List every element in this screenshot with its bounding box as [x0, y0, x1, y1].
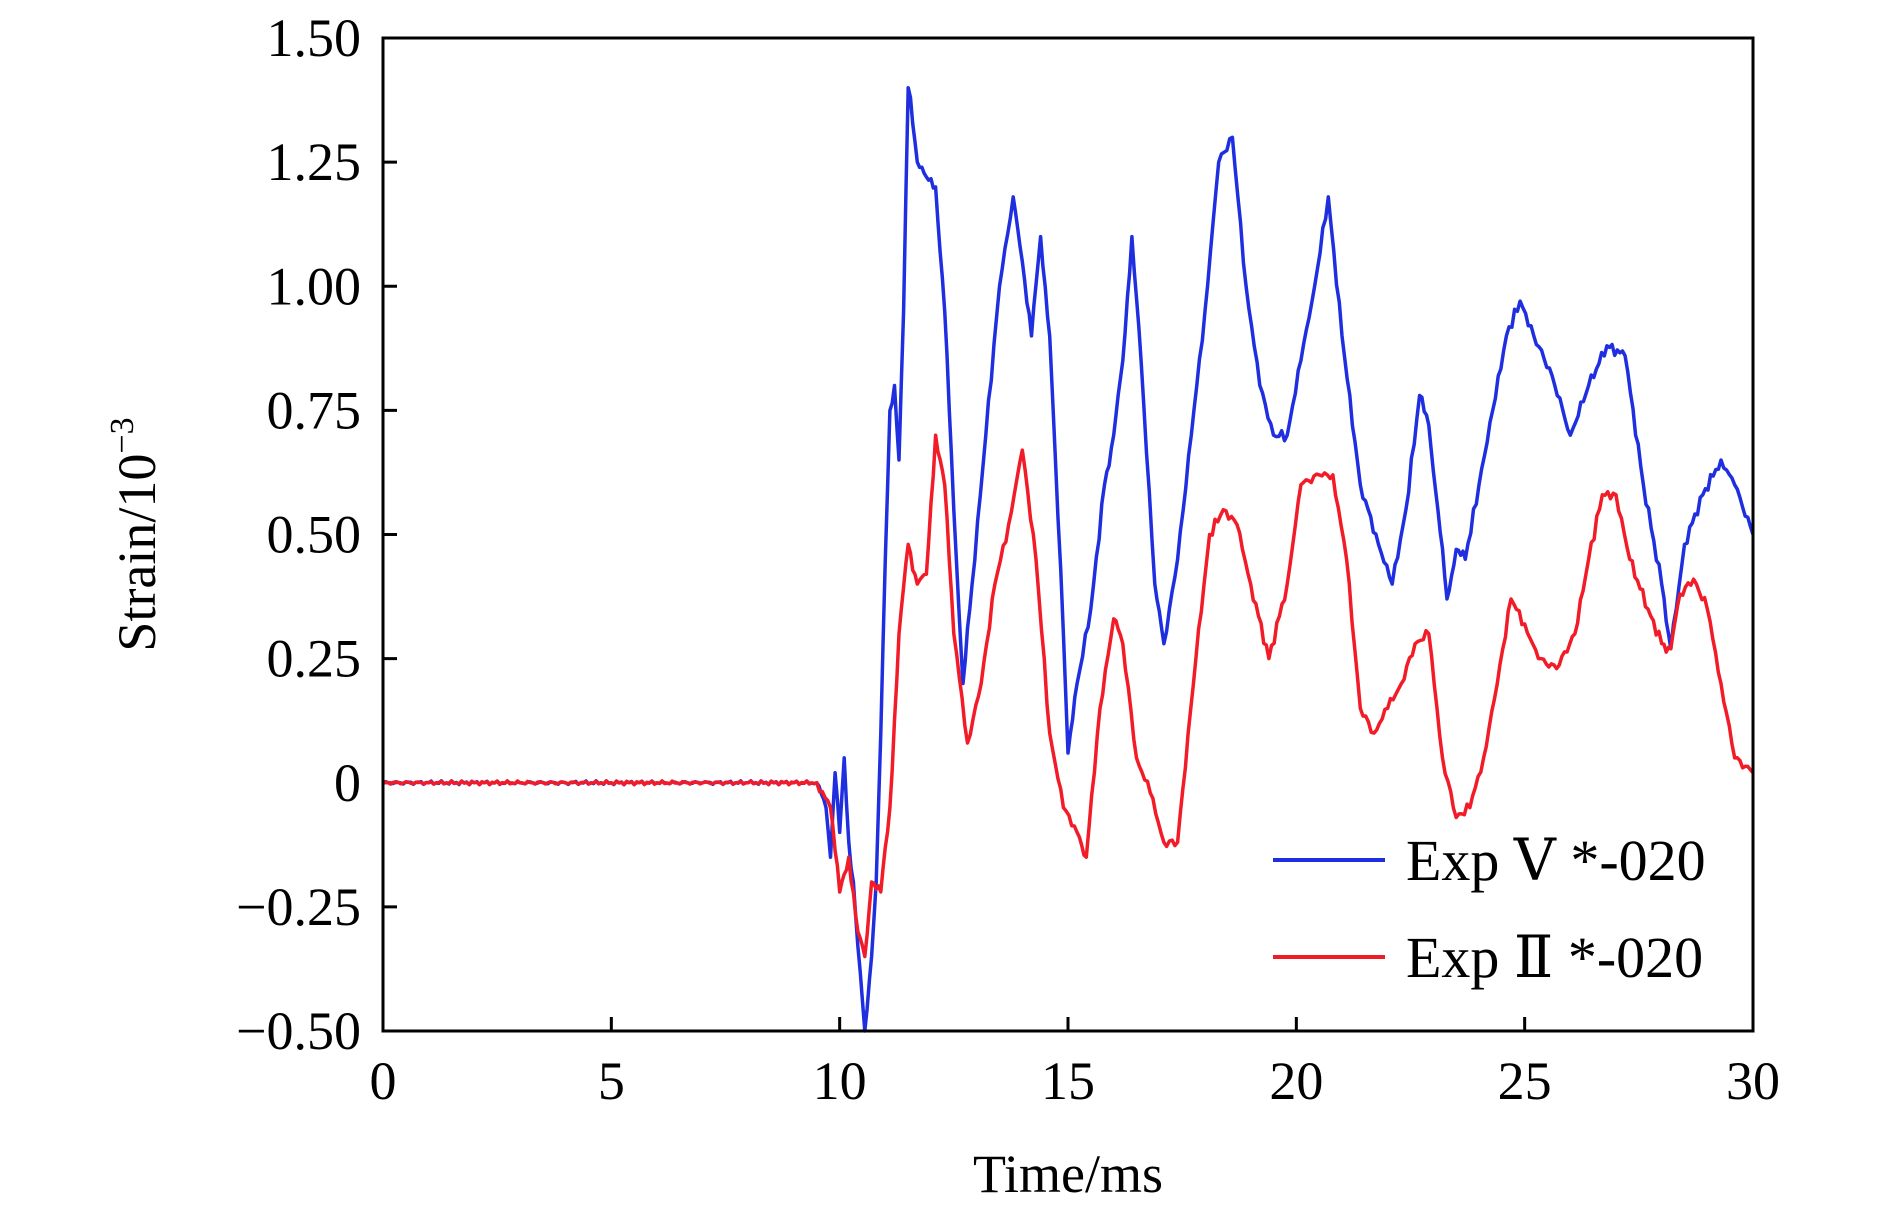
y-tick-label: −0.25	[236, 877, 361, 937]
series-line-2	[382, 433, 1755, 959]
plot-frame	[381, 36, 1755, 1033]
y-axis-ticks: −0.50 −0.25 0 0.25 0.50 0.75 1.00 1.25 1.50	[236, 8, 397, 1061]
y-axis-title-exponent: −3	[104, 417, 141, 453]
y-axis-title-base: Strain/10	[107, 454, 167, 652]
x-tick-label: 25	[1498, 1051, 1552, 1111]
y-tick-label: 1.00	[267, 256, 362, 316]
y-tick-label: 0	[334, 753, 361, 813]
y-tick-label: 0.75	[267, 380, 362, 440]
legend-label-1: Exp Ⅴ *-020	[1406, 828, 1706, 893]
y-axis-title: Strain/10−3	[104, 417, 167, 651]
x-tick-label: 15	[1041, 1051, 1095, 1111]
x-tick-label: 20	[1269, 1051, 1323, 1111]
y-tick-label: 1.25	[267, 132, 362, 192]
x-tick-label: 10	[813, 1051, 867, 1111]
x-axis-title: Time/ms	[973, 1144, 1163, 1204]
legend-label-2: Exp Ⅱ *-020	[1406, 925, 1703, 990]
y-tick-label: 0.50	[267, 505, 362, 565]
y-tick-label: −0.50	[236, 1001, 361, 1061]
legend: Exp Ⅴ *-020 Exp Ⅱ *-020	[1273, 828, 1706, 990]
y-tick-label: 1.50	[267, 8, 362, 68]
x-axis-ticks: 0 5 10 15 20 25 30	[370, 1017, 1780, 1111]
series-layer	[382, 85, 1755, 1033]
x-tick-label: 0	[370, 1051, 397, 1111]
x-tick-label: 5	[598, 1051, 625, 1111]
y-tick-label: 0.25	[267, 629, 362, 689]
x-tick-label: 30	[1726, 1051, 1780, 1111]
